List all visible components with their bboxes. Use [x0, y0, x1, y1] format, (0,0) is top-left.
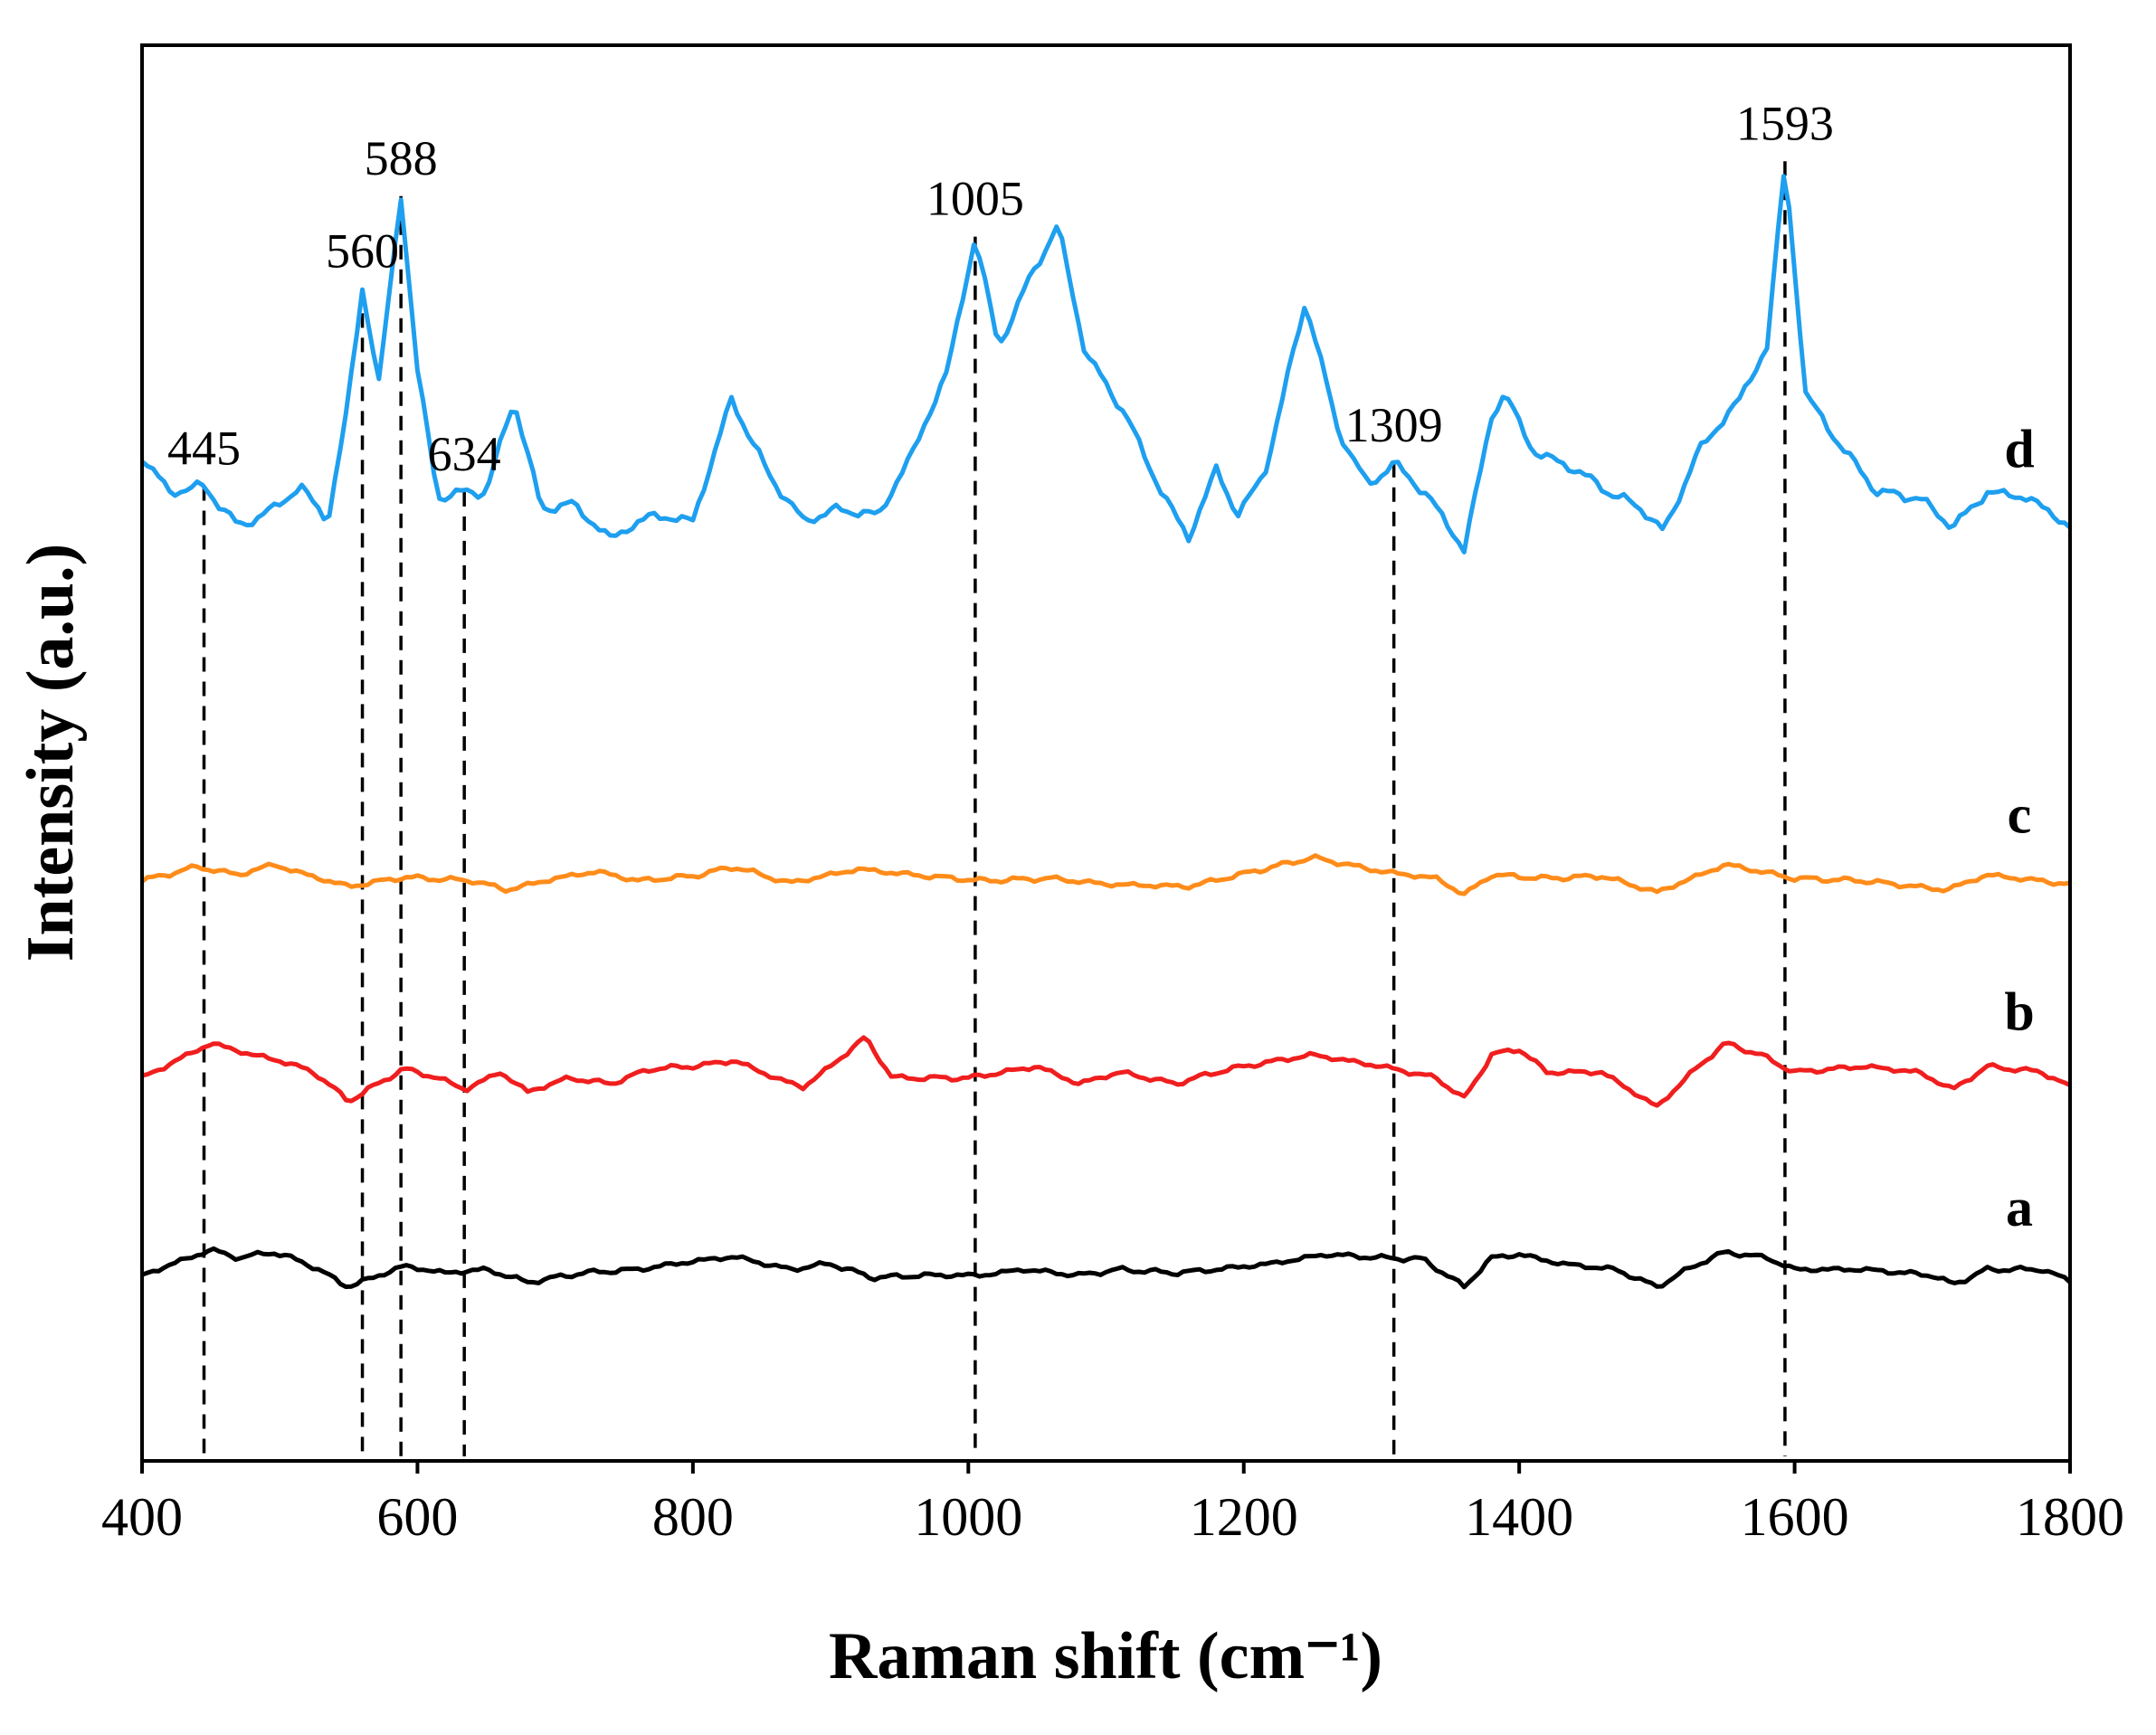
series-line-b — [141, 1035, 2072, 1108]
series-label-d: d — [2004, 420, 2034, 479]
plot-frame — [140, 43, 2072, 1463]
x-tick-label-400: 400 — [101, 1487, 183, 1547]
x-tick-label-1800: 1800 — [2016, 1487, 2124, 1547]
peak-labels: 445 560 588 634 1005 1309 1593 — [167, 96, 1834, 481]
series-line-a — [141, 1246, 2072, 1290]
peak-label-1005: 1005 — [926, 172, 1024, 226]
series-lines — [140, 174, 2072, 1290]
peak-label-588: 588 — [365, 131, 438, 185]
peak-marker-lines — [202, 161, 1787, 1456]
peak-label-634: 634 — [428, 427, 501, 481]
series-label-c: c — [2008, 785, 2032, 845]
x-axis-title: Raman shift (cm⁻¹) — [829, 1619, 1382, 1693]
x-tick-label-800: 800 — [652, 1487, 734, 1547]
x-axis-ticks: 400 600 800 1000 1200 1400 1600 1800 — [101, 1461, 2124, 1547]
series-label-a: a — [2006, 1178, 2033, 1237]
peak-label-1593: 1593 — [1736, 96, 1834, 150]
x-tick-label-1200: 1200 — [1190, 1487, 1298, 1547]
series-label-b: b — [2004, 982, 2034, 1042]
series-labels: d c b a — [2004, 420, 2034, 1237]
x-tick-label-1000: 1000 — [914, 1487, 1022, 1547]
x-tick-label-1400: 1400 — [1465, 1487, 1573, 1547]
x-tick-label-600: 600 — [376, 1487, 458, 1547]
peak-label-560: 560 — [326, 223, 399, 278]
peak-label-1309: 1309 — [1345, 398, 1443, 452]
peak-label-445: 445 — [167, 421, 241, 475]
y-axis-title: Intensity (a.u.) — [14, 544, 88, 962]
series-line-c — [140, 853, 2071, 896]
x-tick-label-1600: 1600 — [1741, 1487, 1849, 1547]
series-line-d — [140, 174, 2072, 555]
